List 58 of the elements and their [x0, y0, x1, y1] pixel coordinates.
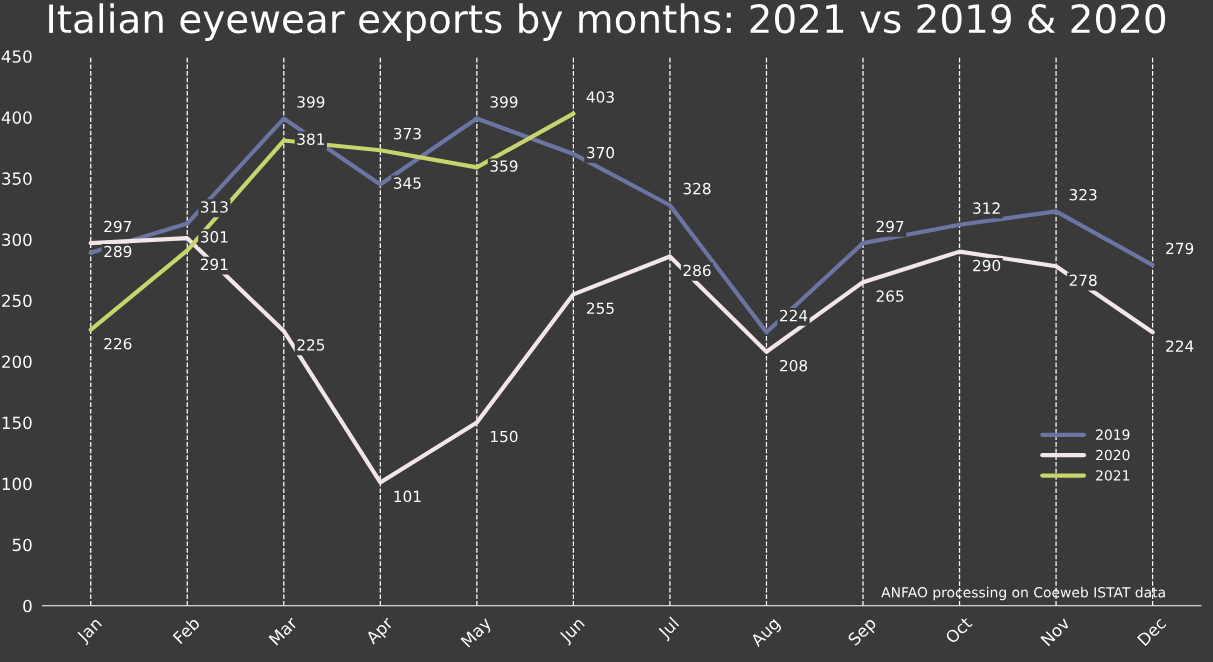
data-label: 265	[876, 290, 904, 302]
data-label: 403	[586, 91, 614, 103]
data-label: 359	[490, 160, 518, 172]
legend-label: 2019	[1096, 429, 1130, 440]
x-tick-label: Apr	[364, 615, 397, 648]
data-label: 278	[1069, 274, 1097, 286]
data-label: 312	[973, 202, 1000, 214]
x-tick-label: Feb	[172, 616, 201, 645]
y-tick-label: 100	[2, 477, 32, 491]
x-tick-label: Aug	[749, 616, 783, 650]
data-label: 345	[393, 177, 421, 189]
y-tick-label: 150	[2, 416, 32, 430]
x-tick-label: Oct	[944, 615, 973, 645]
data-label: 381	[297, 133, 325, 145]
data-label: 226	[104, 337, 132, 350]
data-label: 323	[1069, 188, 1097, 201]
y-tick-label: 400	[1, 111, 32, 124]
data-label: 225	[297, 339, 325, 351]
y-tick-label: 350	[2, 172, 32, 185]
line-series	[88, 111, 576, 332]
y-tick-label: 250	[2, 294, 32, 308]
data-label: 328	[683, 182, 711, 195]
data-label: 289	[104, 245, 132, 258]
legend-label: 2020	[1096, 449, 1130, 461]
data-label: 279	[1166, 242, 1194, 255]
data-label: 208	[780, 359, 808, 372]
x-tick-label: Jun	[558, 616, 588, 646]
y-tick-label: 450	[1, 50, 32, 63]
data-label: 399	[297, 96, 325, 108]
x-tick-label: Sep	[847, 616, 880, 649]
y-tick-label: 0	[23, 599, 32, 613]
data-label: 399	[490, 96, 518, 108]
chart-title: Italian eyewear exports by months: 2021 vs 2019 & 2020	[49, 3, 1166, 41]
data-label: 370	[587, 146, 615, 159]
x-tick-label: Nov	[1040, 616, 1071, 647]
data-label: 297	[876, 220, 904, 233]
y-tick-label: 50	[12, 538, 32, 552]
x-tick-label: Mar	[268, 615, 299, 646]
line-series	[88, 116, 1155, 335]
data-label: 101	[394, 490, 421, 503]
y-tick-label: 200	[2, 355, 32, 369]
data-label: 297	[104, 220, 132, 233]
x-tick-label: Jul	[656, 616, 682, 642]
data-label: 150	[491, 430, 518, 443]
data-label: 373	[393, 127, 421, 140]
data-label: 313	[200, 201, 228, 213]
annotation: ANFAO processing on Coeweb ISTAT data	[881, 586, 1165, 601]
y-tick-label: 300	[2, 233, 32, 246]
legend-label: 2021	[1096, 470, 1130, 481]
data-label: 291	[200, 258, 228, 271]
data-label: 301	[200, 231, 228, 243]
data-label: 286	[683, 264, 711, 277]
data-label: 255	[587, 302, 614, 315]
x-tick-label: Jan	[75, 616, 105, 646]
data-label: 290	[973, 259, 1001, 272]
x-tick-label: Dec	[1137, 616, 1167, 647]
data-label: 224	[1166, 340, 1194, 352]
data-label: 224	[780, 309, 808, 322]
